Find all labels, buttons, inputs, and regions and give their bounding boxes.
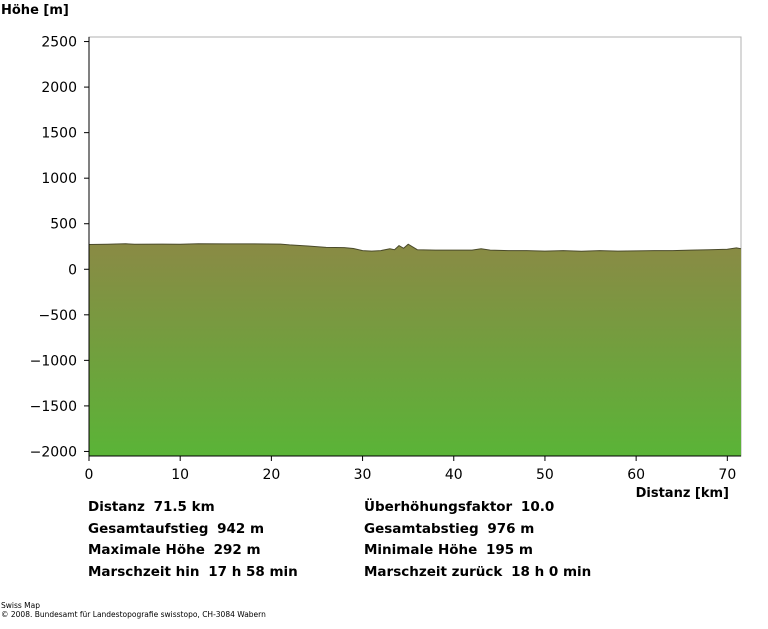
x-axis-ticks: 0 10 20 30 40 50 60 70 — [85, 456, 736, 483]
stat-max-elevation: Maximale Höhe 292 m — [88, 542, 261, 558]
stat-min-elevation: Minimale Höhe 195 m — [364, 542, 533, 558]
copyright-footer: Swiss Map © 2008. Bundesamt für Landesto… — [1, 601, 266, 619]
y-tick-label: 500 — [50, 217, 77, 233]
stats-right-column: Überhöhungsfaktor 10.0 Gesamtabstieg 976… — [364, 499, 591, 585]
x-tick-label: 50 — [536, 467, 554, 483]
terrain-profile-line — [88, 243, 742, 252]
y-tick-label: 2500 — [41, 35, 77, 51]
terrain-area — [89, 243, 741, 456]
footer-copyright: © 2008. Bundesamt für Landestopografie s… — [1, 610, 266, 619]
x-tick-label: 10 — [171, 467, 189, 483]
stat-walk-time-back: Marschzeit zurück 18 h 0 min — [364, 563, 592, 580]
stat-walk-time-out: Marschzeit hin 17 h 58 min — [88, 563, 298, 580]
y-tick-label: −1500 — [30, 399, 77, 415]
x-tick-label: 20 — [262, 467, 280, 483]
y-axis-ticks: 2500 2000 1500 1000 500 0 −500 −1000 −1500 −2000 — [30, 35, 89, 460]
stat-total-ascent: Gesamtaufstieg 942 m — [88, 520, 265, 537]
stat-total-descent: Gesamtabstieg 976 m — [364, 520, 535, 537]
x-axis-title: Distanz [km] — [636, 486, 729, 500]
x-tick-label: 70 — [718, 467, 736, 483]
y-tick-label: 0 — [68, 262, 77, 278]
x-tick-label: 60 — [627, 467, 645, 483]
y-tick-label: 1000 — [41, 171, 77, 187]
y-axis-title: Höhe [m] — [1, 3, 69, 18]
stats-left-column: Distanz 71.5 km Gesamtaufstieg 942 m Max… — [88, 499, 298, 585]
y-tick-label: 1500 — [41, 126, 77, 142]
y-tick-label: −2000 — [30, 444, 77, 460]
x-tick-label: 40 — [445, 467, 463, 483]
y-tick-label: 2000 — [41, 80, 77, 96]
x-tick-label: 0 — [85, 467, 94, 483]
stat-exaggeration-factor: Überhöhungsfaktor 10.0 — [364, 499, 555, 515]
footer-brand: Swiss Map — [1, 601, 41, 610]
x-tick-label: 30 — [354, 467, 372, 483]
elevation-profile-chart: 25002000150010005000−500−1000−1500−2000 … — [1, 3, 742, 500]
y-tick-label: −500 — [39, 308, 77, 324]
stat-distance: Distanz 71.5 km — [88, 499, 215, 515]
y-tick-label: −1000 — [30, 353, 77, 369]
